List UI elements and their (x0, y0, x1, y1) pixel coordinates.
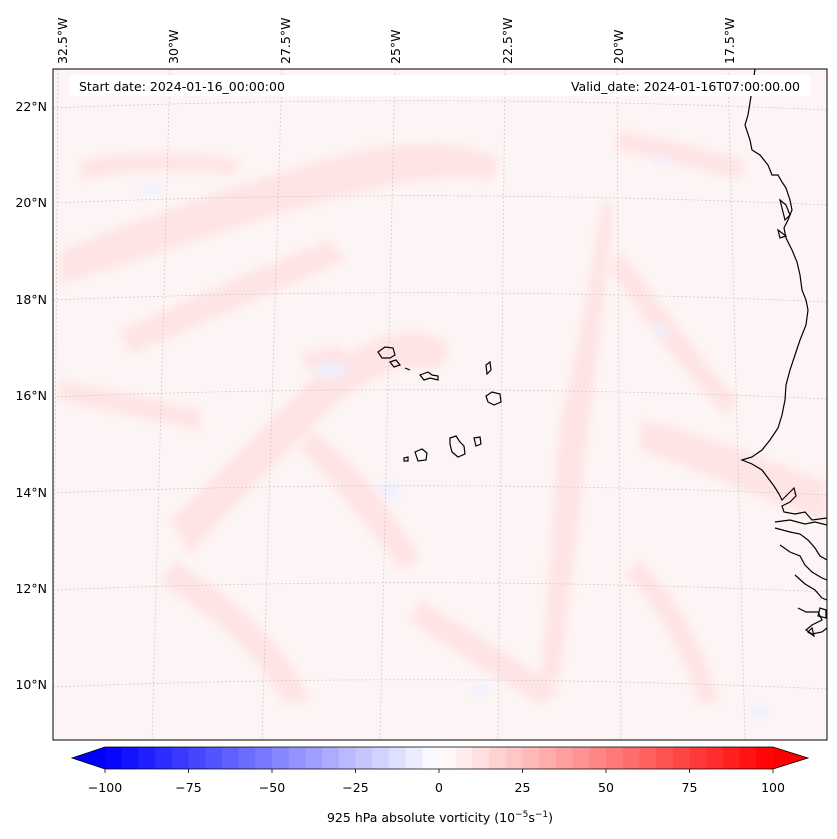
parallel-22n (53, 100, 827, 111)
island-sao-vicente (388, 359, 402, 368)
colorbar-tick-label: 100 (761, 780, 785, 795)
coastline-west-africa (740, 69, 827, 638)
island-santo-antao (377, 346, 396, 359)
map-frame (52, 68, 828, 741)
island-boa-vista (485, 391, 502, 406)
colorbar-bin (756, 747, 774, 769)
colorbar-bin (338, 747, 356, 769)
colorbar-bin (472, 747, 490, 769)
colorbar-tick-label: 0 (435, 780, 443, 795)
island-fogo (414, 448, 428, 462)
colorbar-bin (589, 747, 607, 769)
vorticity-positive-streaks (60, 130, 827, 705)
lon-label: 25°W (388, 29, 403, 64)
colorbar-bin (739, 747, 757, 769)
parallel-12n (53, 582, 827, 593)
colorbar-bin (121, 747, 139, 769)
colorbar-bin (639, 747, 657, 769)
colorbar-tick-label: 75 (682, 780, 698, 795)
colorbar-bin (622, 747, 640, 769)
colorbar-bin (572, 747, 590, 769)
colorbar-bin (606, 747, 624, 769)
colorbar-bin (305, 747, 323, 769)
island-santiago (449, 435, 466, 458)
colorbar-bin (539, 747, 557, 769)
lon-label: 27.5°W (278, 18, 293, 64)
lat-label: 18°N (15, 292, 47, 307)
colorbar-bin (171, 747, 189, 769)
parallel-14n (53, 485, 827, 496)
header-bar (70, 75, 810, 96)
vorticity-negative-patches (136, 154, 770, 719)
colorbar-bin (188, 747, 206, 769)
colorbar-ticks: −100 −75 −50 −25 0 25 50 75 100 (88, 769, 785, 795)
colorbar-bin (388, 747, 407, 769)
map-panel: Start date: 2024-01-16_00:00:00 Valid_da… (53, 69, 827, 740)
colorbar-bin (505, 747, 523, 769)
start-date-label: Start date: 2024-01-16_00:00:00 (79, 79, 285, 94)
island-santa-luzia (404, 367, 411, 371)
colorbar-bin (221, 747, 240, 769)
colorbar-bin (555, 747, 574, 769)
cape-verde-islands (377, 346, 502, 462)
colorbar-bin (105, 747, 123, 769)
longitude-labels: 32.5°W 30°W 27.5°W 25°W 22.5°W 20°W 17.5… (55, 18, 737, 64)
lat-label: 12°N (15, 581, 47, 596)
colorbar-bin (138, 747, 156, 769)
colorbar-bin (706, 747, 724, 769)
colorbar-bin (522, 747, 540, 769)
colorbar-bin (439, 747, 457, 769)
lat-label: 22°N (15, 99, 47, 114)
colorbar-bin (238, 747, 256, 769)
colorbar-min-extend (72, 747, 105, 769)
colorbar-tick-label: 25 (515, 780, 531, 795)
island-brava (403, 456, 409, 462)
colorbar-tick-label: −100 (88, 780, 122, 795)
colorbar-bin (722, 747, 741, 769)
lat-label: 16°N (15, 388, 47, 403)
colorbar-tick-label: −75 (175, 780, 201, 795)
valid-date-label: Valid_date: 2024-01-16T07:00:00.00 (571, 79, 800, 94)
colorbar-tick-label: −50 (259, 780, 285, 795)
colorbar-label: 925 hPa absolute vorticity (10−5s−1) (327, 810, 553, 825)
island-maio (473, 436, 482, 447)
parallel-16n (53, 389, 827, 400)
colorbar-bin (288, 747, 306, 769)
lon-label: 17.5°W (722, 18, 737, 64)
colorbar-bin (689, 747, 707, 769)
lon-label: 20°W (611, 29, 626, 64)
colorbar-bin (355, 747, 373, 769)
lat-label: 10°N (15, 677, 47, 692)
colorbar-bin (489, 747, 507, 769)
graticule (53, 69, 827, 740)
colorbar-bin (405, 747, 423, 769)
colorbar-bin (455, 747, 473, 769)
parallel-10n (53, 679, 827, 690)
colorbar-max-extend (773, 747, 808, 769)
lon-label: 30°W (166, 29, 181, 64)
parallel-20n (53, 195, 827, 206)
lat-label: 14°N (15, 485, 47, 500)
colorbar-bin (672, 747, 690, 769)
lon-label: 22.5°W (500, 18, 515, 64)
colorbar-bins (72, 747, 808, 769)
parallel-18n (53, 292, 827, 303)
latitude-labels: 22°N 20°N 18°N 16°N 14°N 12°N 10°N (15, 99, 47, 692)
lat-label: 20°N (15, 195, 47, 210)
colorbar-bin (155, 747, 173, 769)
colorbar-bin (205, 747, 223, 769)
colorbar-bin (272, 747, 290, 769)
lon-label: 32.5°W (55, 18, 70, 64)
colorbar-bin (255, 747, 273, 769)
colorbar-tick-label: 50 (598, 780, 614, 795)
colorbar-bin (372, 747, 390, 769)
colorbar-bin (322, 747, 340, 769)
colorbar-bin (656, 747, 674, 769)
colorbar-bin (422, 747, 440, 769)
colorbar-tick-label: −25 (342, 780, 368, 795)
colorbar: −100 −75 −50 −25 0 25 50 75 100 925 hPa … (70, 746, 810, 825)
island-sao-nicolau (419, 371, 439, 381)
island-sal (485, 360, 492, 376)
